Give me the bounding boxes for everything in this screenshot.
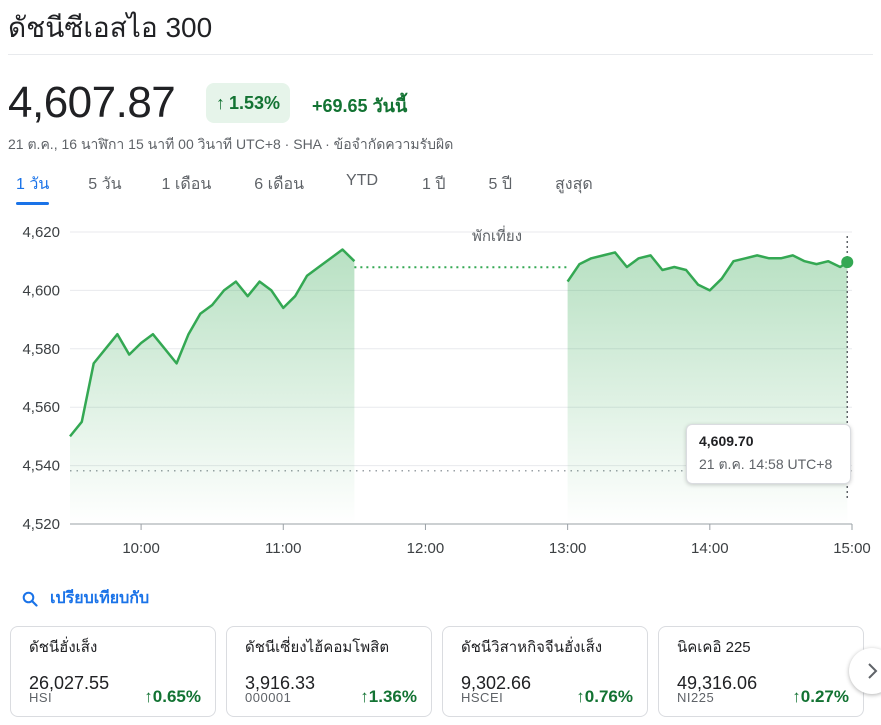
hover-point — [841, 256, 854, 269]
y-tick-label: 4,600 — [22, 282, 60, 299]
related-value: 49,316.06 — [677, 673, 758, 693]
y-tick-label: 4,520 — [22, 516, 60, 533]
tooltip-value: 4,609.70 — [699, 433, 754, 449]
related-code: HSI — [29, 689, 53, 705]
related-card[interactable]: ดัชนีฮั่งเส็ง 26,027.55 HSI ↑0.65% — [10, 626, 216, 717]
related-code: HSCEI — [461, 689, 504, 705]
next-cards-button[interactable] — [849, 648, 881, 694]
related-value: 3,916.33 — [245, 673, 316, 693]
x-tick-label: 11:00 — [265, 540, 301, 557]
page-title: ดัชนีซีเอสไอ 300 — [8, 12, 213, 43]
related-value: 9,302.66 — [461, 673, 532, 693]
related-name: ดัชนีเซี่ยงไฮ้คอมโพสิต — [245, 639, 390, 656]
arrow-up-icon: ↑ — [360, 687, 369, 706]
x-tick-label: 15:00 — [833, 540, 871, 557]
change-percent: 1.53% — [229, 92, 281, 113]
compare-label: เปรียบเทียบกับ — [50, 590, 150, 607]
related-pct: 1.36% — [368, 687, 417, 706]
y-tick-label: 4,560 — [22, 399, 60, 416]
related-code: NI225 — [677, 689, 715, 705]
tab-1d[interactable]: 1 วัน — [16, 166, 50, 205]
arrow-up-icon: ↑ — [792, 687, 801, 706]
tooltip-time: 21 ต.ค. 14:58 UTC+8 — [699, 456, 833, 472]
tab-6m[interactable]: 6 เดือน — [254, 176, 305, 193]
current-price: 4,607.87 — [8, 78, 176, 127]
y-tick-label: 4,540 — [22, 458, 60, 475]
search-icon — [22, 591, 38, 607]
related-pct: 0.27% — [800, 687, 849, 706]
x-tick-label: 13:00 — [549, 540, 587, 557]
related-pct: 0.65% — [152, 687, 201, 706]
change-percent-badge: ↑ 1.53% — [206, 83, 291, 123]
related-code: 000001 — [245, 689, 292, 705]
morning-session-line — [69, 248, 356, 438]
tab-ytd[interactable]: YTD — [346, 172, 379, 189]
tab-5y[interactable]: 5 ปี — [488, 176, 513, 193]
chart-tooltip: 4,609.70 21 ต.ค. 14:58 UTC+8 — [686, 424, 851, 484]
tab-max[interactable]: สูงสุด — [555, 176, 593, 193]
quote-meta: 21 ต.ค., 16 นาฬิกา 15 นาที 00 วินาที UTC… — [8, 136, 454, 152]
related-value: 26,027.55 — [29, 673, 110, 693]
related-card[interactable]: นิคเคอิ 225 49,316.06 NI225 ↑0.27% — [658, 626, 864, 717]
afternoon-session-line — [566, 251, 849, 292]
tab-1m[interactable]: 1 เดือน — [161, 176, 212, 193]
price-chart[interactable]: 4,620 4,600 4,580 4,560 4,540 4,520 10:00 11:00… — [0, 210, 881, 570]
related-name: ดัชนีวิสาหกิจจีนฮั่งเส็ง — [461, 639, 603, 656]
related-name: ดัชนีฮั่งเส็ง — [29, 639, 98, 656]
related-card[interactable]: ดัชนีเซี่ยงไฮ้คอมโพสิต 3,916.33 000001 ↑… — [226, 626, 432, 717]
arrow-up-icon: ↑ — [576, 687, 585, 706]
x-tick-label: 14:00 — [691, 540, 729, 557]
change-absolute: +69.65 วันนี้ — [312, 96, 408, 116]
related-name: นิคเคอิ 225 — [677, 639, 751, 656]
range-tabs: 1 วัน 5 วัน 1 เดือน 6 เดือน YTD 1 ปี 5 ป… — [16, 166, 593, 205]
title-divider — [8, 54, 873, 55]
x-tick-label: 12:00 — [407, 540, 445, 557]
y-tick-label: 4,580 — [22, 341, 60, 358]
morning-session-area — [70, 249, 355, 524]
arrow-up-icon: ↑ — [216, 92, 225, 113]
related-card[interactable]: ดัชนีวิสาหกิจจีนฮั่งเส็ง 9,302.66 HSCEI … — [442, 626, 648, 717]
arrow-up-icon: ↑ — [144, 687, 153, 706]
lunch-break-label: พักเที่ยง — [472, 225, 522, 245]
compare-link[interactable]: เปรียบเทียบกับ — [22, 586, 149, 611]
related-pct: 0.76% — [584, 687, 633, 706]
tab-5d[interactable]: 5 วัน — [88, 176, 122, 193]
y-tick-label: 4,620 — [22, 224, 60, 241]
related-cards: ดัชนีฮั่งเส็ง 26,027.55 HSI ↑0.65% ดัชนี… — [10, 626, 864, 717]
chevron-right-icon — [868, 663, 878, 679]
tab-1y[interactable]: 1 ปี — [422, 176, 446, 193]
x-tick-label: 10:00 — [122, 540, 160, 557]
